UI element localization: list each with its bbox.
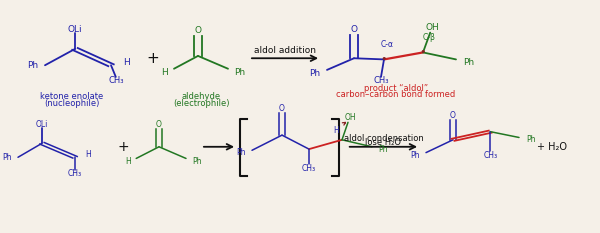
Text: aldol condensation: aldol condensation <box>344 134 423 143</box>
Text: carbon–carbon bond formed: carbon–carbon bond formed <box>337 90 455 99</box>
Text: C-β: C-β <box>422 33 436 42</box>
Text: (electrophile): (electrophile) <box>173 99 229 108</box>
Text: aldehyde: aldehyde <box>181 92 221 101</box>
Text: OLi: OLi <box>68 25 82 34</box>
Text: H: H <box>125 158 131 166</box>
Text: +: + <box>146 51 160 66</box>
Text: OLi: OLi <box>36 120 48 129</box>
Text: CH₃: CH₃ <box>68 169 82 178</box>
Text: H: H <box>161 69 169 77</box>
Text: Ph: Ph <box>526 135 536 144</box>
Text: OH: OH <box>344 113 356 122</box>
Text: O: O <box>350 25 358 34</box>
Text: lose H₂O: lose H₂O <box>365 138 401 147</box>
FancyArrowPatch shape <box>343 122 346 125</box>
Text: product “aldol”: product “aldol” <box>364 84 428 93</box>
Text: CH₃: CH₃ <box>373 76 389 85</box>
Text: H: H <box>333 126 339 134</box>
Text: O: O <box>156 120 162 129</box>
Text: O: O <box>279 104 285 113</box>
Text: •: • <box>420 48 426 57</box>
Text: H: H <box>85 151 91 159</box>
Text: CH₃: CH₃ <box>483 151 497 160</box>
Text: OH: OH <box>425 24 439 32</box>
Text: (nucleophile): (nucleophile) <box>44 99 100 108</box>
Text: aldol addition: aldol addition <box>254 46 316 55</box>
Text: Ph: Ph <box>310 69 320 78</box>
Text: Ph: Ph <box>235 69 245 77</box>
Text: CH₃: CH₃ <box>302 164 316 173</box>
Text: CH₃: CH₃ <box>108 76 124 85</box>
Text: O: O <box>450 111 456 120</box>
Text: Ph: Ph <box>192 158 202 166</box>
Text: Ph: Ph <box>28 61 38 70</box>
Text: Ph: Ph <box>236 148 246 157</box>
Text: C-α: C-α <box>380 40 394 49</box>
Text: Ph: Ph <box>378 145 388 154</box>
Text: H: H <box>122 58 130 67</box>
Text: Ph: Ph <box>463 58 474 67</box>
Text: Ph: Ph <box>2 153 12 162</box>
Text: O: O <box>194 26 202 35</box>
Text: +: + <box>117 140 129 154</box>
Text: Ph: Ph <box>410 151 420 160</box>
Text: ketone enolate: ketone enolate <box>40 92 104 101</box>
Text: + H₂O: + H₂O <box>537 142 567 152</box>
Text: •: • <box>381 55 387 64</box>
